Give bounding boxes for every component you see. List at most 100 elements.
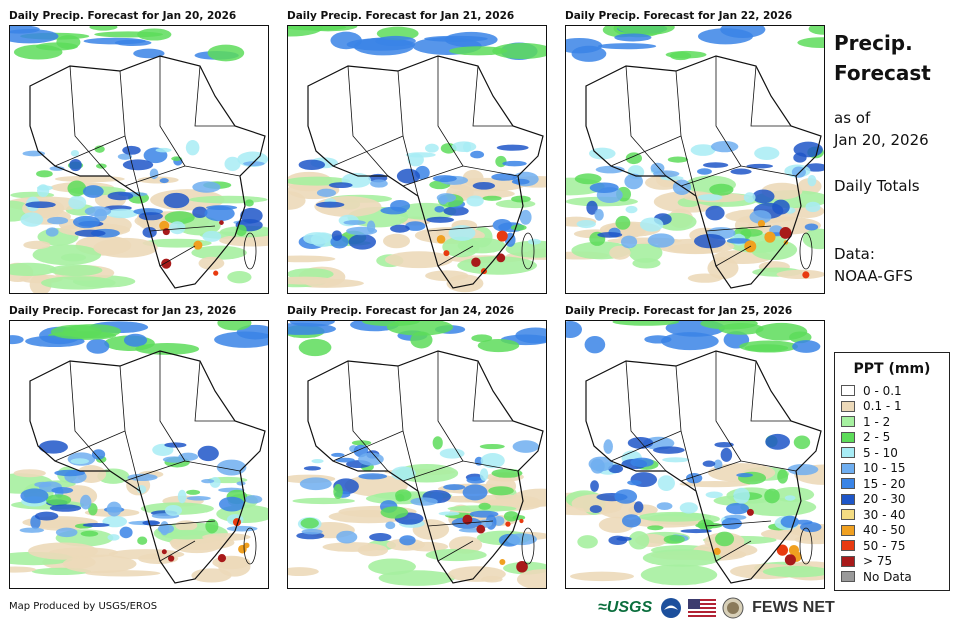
precip-area (625, 152, 643, 165)
legend-item: 50 - 75 (835, 538, 949, 554)
precip-area (197, 445, 219, 462)
precip-area (56, 35, 81, 50)
country-border (402, 165, 519, 187)
panel-title: Daily Precip. Forecast for Jan 25, 2026 (565, 305, 793, 317)
precip-area (385, 521, 396, 530)
precip-area (667, 156, 689, 163)
precip-area (137, 536, 148, 545)
precip-area (614, 33, 652, 42)
precip-area (612, 321, 680, 326)
precip-area (588, 456, 614, 472)
legend-item: > 75 (835, 554, 949, 570)
country-border (149, 520, 216, 527)
precip-area (369, 533, 392, 542)
precip-area (697, 168, 712, 175)
precip-area (227, 271, 252, 284)
legend-swatch (841, 540, 855, 552)
country-border (159, 56, 186, 167)
precip-area (597, 43, 657, 50)
precip-area (792, 340, 821, 353)
precip-area (505, 240, 546, 258)
precip-area (214, 331, 268, 348)
precip-area (715, 531, 735, 547)
precip-map[interactable] (565, 320, 825, 589)
precip-area (107, 534, 120, 541)
precip-area (405, 152, 436, 158)
africa-map-graphic (288, 321, 546, 588)
precip-area (80, 530, 99, 537)
precip-map[interactable] (565, 25, 825, 294)
forecast-panel: Daily Precip. Forecast for Jan 20, 2026 (9, 9, 269, 294)
precip-area (82, 185, 104, 198)
legend-item: 20 - 30 (835, 492, 949, 508)
precip-area (657, 475, 675, 491)
precip-area (425, 270, 469, 282)
precip-area (366, 220, 376, 233)
precip-area (192, 181, 221, 193)
precip-area (777, 469, 789, 484)
precip-map[interactable] (287, 25, 547, 294)
precip-area (478, 502, 491, 510)
country-border (194, 360, 235, 422)
heavy-precip-spot (436, 234, 446, 244)
legend-item: No Data (835, 569, 949, 585)
precip-area (159, 178, 169, 184)
title-line: Forecast (834, 61, 931, 85)
precip-area (771, 487, 815, 503)
heavy-precip-spot (788, 544, 800, 556)
precip-area (23, 240, 51, 250)
precip-area (201, 479, 215, 484)
legend-label: 0.1 - 1 (863, 399, 902, 414)
precip-area (217, 321, 252, 331)
precip-area (315, 201, 345, 208)
precip-area (697, 28, 753, 45)
precip-map[interactable] (9, 320, 269, 589)
precip-area (690, 144, 716, 156)
heavy-precip-spot (496, 253, 506, 263)
precip-area (51, 486, 74, 494)
precip-area (603, 439, 613, 454)
precip-area (574, 173, 602, 185)
precip-area (624, 173, 643, 190)
precip-area (361, 321, 420, 327)
precip-area (74, 229, 106, 237)
credit-text: Map Produced by USGS/EROS (9, 601, 158, 612)
precip-area (793, 435, 811, 450)
precip-area (106, 501, 122, 517)
precip-area (137, 28, 172, 41)
panel-title: Daily Precip. Forecast for Jan 20, 2026 (9, 10, 237, 22)
precip-area (628, 242, 663, 263)
precip-area (594, 209, 604, 221)
precip-area (512, 440, 539, 453)
africa-map-graphic (288, 26, 546, 293)
legend-label: 20 - 30 (863, 492, 906, 507)
precip-area (527, 238, 541, 245)
precip-area (700, 321, 758, 330)
precip-area (300, 517, 319, 529)
precip-area (438, 511, 460, 516)
precip-map[interactable] (9, 25, 269, 294)
legend-label: 2 - 5 (863, 430, 891, 445)
country-border (54, 135, 126, 167)
africa-map-graphic (566, 26, 824, 289)
country-border (69, 360, 111, 472)
forecast-panel: Daily Precip. Forecast for Jan 24, 2026 (287, 304, 547, 589)
precip-area (784, 495, 796, 501)
precip-area (198, 256, 225, 270)
precip-area (710, 140, 739, 153)
precip-area (479, 443, 505, 450)
panel-title: Daily Precip. Forecast for Jan 23, 2026 (9, 305, 237, 317)
precip-area (702, 162, 729, 168)
legend-swatch (841, 462, 855, 474)
precip-area (119, 526, 133, 539)
country-border (347, 360, 389, 472)
precip-area (45, 227, 59, 237)
precip-area (470, 150, 485, 159)
precip-area (736, 473, 754, 478)
country-border (332, 430, 404, 462)
legend-swatch (841, 431, 855, 443)
precip-area (370, 179, 388, 188)
precip-map[interactable] (287, 320, 547, 589)
precip-area (185, 139, 200, 156)
precip-area (702, 460, 716, 467)
